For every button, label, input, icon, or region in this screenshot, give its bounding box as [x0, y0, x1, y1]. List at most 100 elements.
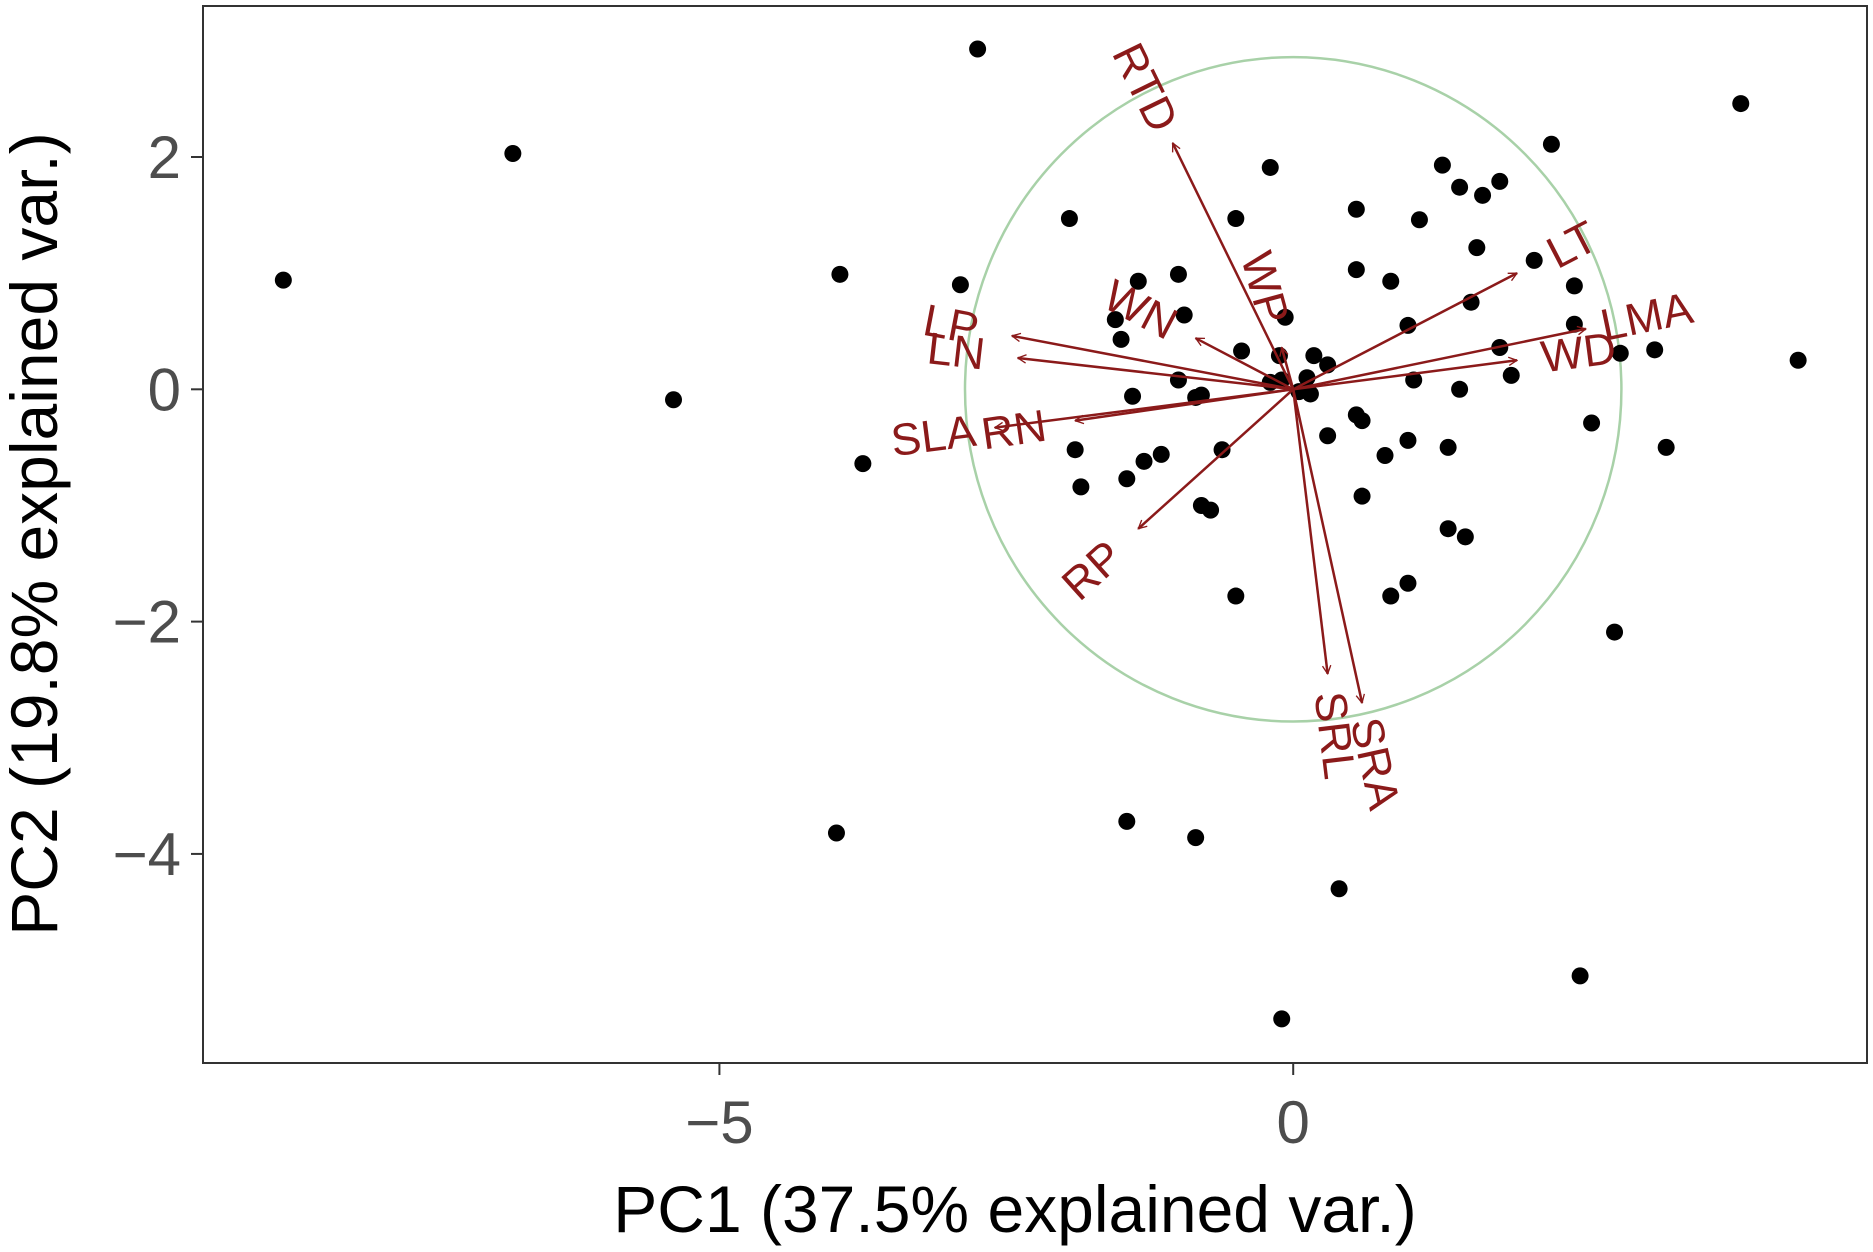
data-point: [1152, 445, 1170, 463]
loading-arrow-wn: [1196, 337, 1294, 391]
data-point: [1439, 438, 1457, 456]
data-point: [1106, 311, 1124, 329]
data-point: [1439, 520, 1457, 538]
data-point: [1298, 369, 1316, 387]
data-point: [1135, 452, 1153, 470]
data-point: [1474, 186, 1492, 204]
data-point: [1213, 441, 1231, 459]
data-point: [1169, 371, 1187, 389]
y-tick-label: −2: [113, 589, 181, 656]
data-point: [1353, 487, 1371, 505]
y-axis-title: PC2 (19.8% explained var.): [0, 132, 71, 935]
data-point: [1646, 341, 1664, 359]
data-point: [854, 455, 872, 473]
data-point: [1202, 501, 1220, 519]
data-point: [1382, 587, 1400, 605]
data-point: [1319, 427, 1337, 445]
data-point: [1583, 414, 1601, 432]
data-point: [1124, 387, 1142, 405]
data-point: [1789, 351, 1807, 369]
x-tick-label: −5: [685, 1089, 753, 1156]
loading-label-rn: RN: [978, 400, 1050, 460]
data-point: [1399, 574, 1417, 592]
data-point: [1175, 306, 1193, 324]
data-point: [1657, 438, 1675, 456]
correlation-circle: [963, 55, 1623, 723]
data-point: [1060, 210, 1078, 228]
loading-arrow-wp: [1282, 347, 1295, 390]
y-tick-label: 2: [148, 124, 181, 191]
points-layer: [274, 40, 1807, 1028]
data-point: [1273, 1010, 1291, 1028]
data-point: [1233, 342, 1251, 360]
plot-frame: [202, 5, 1868, 1064]
data-point: [951, 276, 969, 294]
data-point: [1118, 812, 1136, 830]
data-point: [1276, 308, 1294, 326]
data-point: [1305, 347, 1323, 365]
data-point: [1301, 385, 1319, 403]
loading-arrow-srl: [1291, 389, 1327, 674]
data-point: [1187, 829, 1205, 847]
loading-arrow-lp: [1012, 336, 1294, 391]
y-tick-label: 0: [148, 356, 181, 423]
loading-label-srl: SRL: [1304, 689, 1365, 782]
loading-label-lp: LP: [919, 294, 983, 354]
loading-arrow-sra: [1291, 389, 1362, 703]
data-point: [1611, 344, 1629, 362]
data-point: [1353, 412, 1371, 430]
data-point: [1451, 178, 1469, 196]
data-point: [1525, 251, 1543, 269]
data-point: [1451, 380, 1469, 398]
data-point: [1112, 330, 1130, 348]
data-point: [1502, 366, 1520, 384]
data-point: [1565, 277, 1583, 295]
data-point: [1542, 135, 1560, 153]
data-point: [969, 40, 987, 58]
data-point: [1169, 265, 1187, 283]
y-axis-ticks: 2 0 −2 −4: [113, 124, 203, 888]
data-point: [1347, 200, 1365, 218]
loading-label-wd: WD: [1538, 322, 1619, 382]
data-point: [1347, 261, 1365, 279]
data-point: [504, 145, 522, 163]
data-point: [1571, 967, 1589, 985]
data-point: [1227, 587, 1245, 605]
data-point: [1376, 447, 1394, 465]
data-point: [1410, 211, 1428, 229]
loading-arrow-lt: [1292, 272, 1517, 391]
data-point: [1118, 470, 1136, 488]
data-point: [1405, 371, 1423, 389]
data-point: [1433, 156, 1451, 174]
loading-arrow-rp: [1138, 388, 1295, 528]
data-point: [1606, 623, 1624, 641]
data-point: [1399, 431, 1417, 449]
data-point: [1491, 172, 1509, 190]
data-point: [827, 824, 845, 842]
data-point: [1066, 441, 1084, 459]
x-axis-ticks: −5 0: [685, 1063, 1310, 1156]
data-point: [1227, 210, 1245, 228]
loading-arrow-ln: [1018, 358, 1294, 391]
data-point: [1456, 528, 1474, 546]
data-point: [1382, 272, 1400, 290]
data-point: [665, 391, 683, 409]
data-point: [274, 271, 292, 289]
y-tick-label: −4: [113, 821, 181, 888]
data-point: [1261, 158, 1279, 176]
loading-label-ln: LN: [925, 322, 988, 379]
loading-arrow-rtd: [1171, 143, 1295, 390]
data-point: [1399, 316, 1417, 334]
correlation-circle-layer: [963, 55, 1623, 723]
loading-arrow-rn: [1075, 388, 1294, 420]
data-point: [1732, 95, 1750, 113]
x-axis-title: PC1 (37.5% explained var.): [613, 1172, 1416, 1246]
data-point: [1072, 478, 1090, 496]
data-point: [1330, 880, 1348, 898]
data-point: [831, 265, 849, 283]
data-point: [1468, 239, 1486, 257]
loading-label-sla: SLA: [888, 405, 979, 466]
loading-arrow-wd: [1293, 360, 1517, 391]
